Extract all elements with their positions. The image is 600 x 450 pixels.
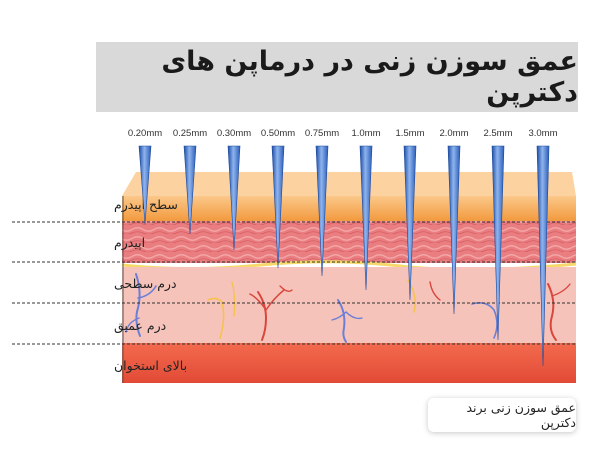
depth-label: 3.0mm [528, 128, 557, 139]
depth-label: 1.5mm [395, 128, 424, 139]
needle-icon [447, 145, 461, 315]
needles [138, 145, 550, 367]
depth-label: 0.30mm [217, 128, 251, 139]
bone-layer [122, 343, 576, 383]
caption-box: عمق سوزن زنی برند دکترپن [428, 398, 576, 432]
layer-label-above-bone: بالای استخوان [114, 358, 187, 374]
depth-label: 0.75mm [305, 128, 339, 139]
needle-icon [491, 145, 505, 341]
depth-label: 0.50mm [261, 128, 295, 139]
needle-icon [403, 145, 417, 301]
depth-label: 0.20mm [128, 128, 162, 139]
depth-label: 1.0mm [351, 128, 380, 139]
needle-icon [138, 145, 152, 225]
layer-labels: سطح اپیدرم اپیدرم درم سطحی درم عمیق بالا… [114, 197, 187, 374]
layer-label-papillary-dermis: درم سطحی [114, 276, 177, 292]
dermal-vessels [125, 273, 571, 343]
needle-icon [359, 145, 373, 291]
depth-label: 2.0mm [439, 128, 468, 139]
caption: عمق سوزن زنی برند دکترپن [466, 400, 576, 430]
needle-icon [315, 145, 329, 277]
needle-icon [227, 145, 241, 251]
depth-label: 0.25mm [173, 128, 207, 139]
title-banner: عمق سوزن زنی در درماپن های دکترپن [96, 42, 578, 112]
needle-depth-labels: 0.20mm 0.25mm 0.30mm 0.50mm 0.75mm 1.0mm… [128, 128, 558, 139]
layer-label-deep-dermis: درم عمیق [114, 318, 166, 334]
needle-icon [271, 145, 285, 269]
depth-label: 2.5mm [483, 128, 512, 139]
layer-guides [12, 196, 576, 383]
needle-icon [183, 145, 197, 235]
title: عمق سوزن زنی در درماپن های دکترپن [161, 46, 578, 108]
layer-label-epidermis: اپیدرم [114, 235, 145, 251]
needle-icon [536, 145, 550, 367]
dermis-layer [122, 267, 576, 343]
